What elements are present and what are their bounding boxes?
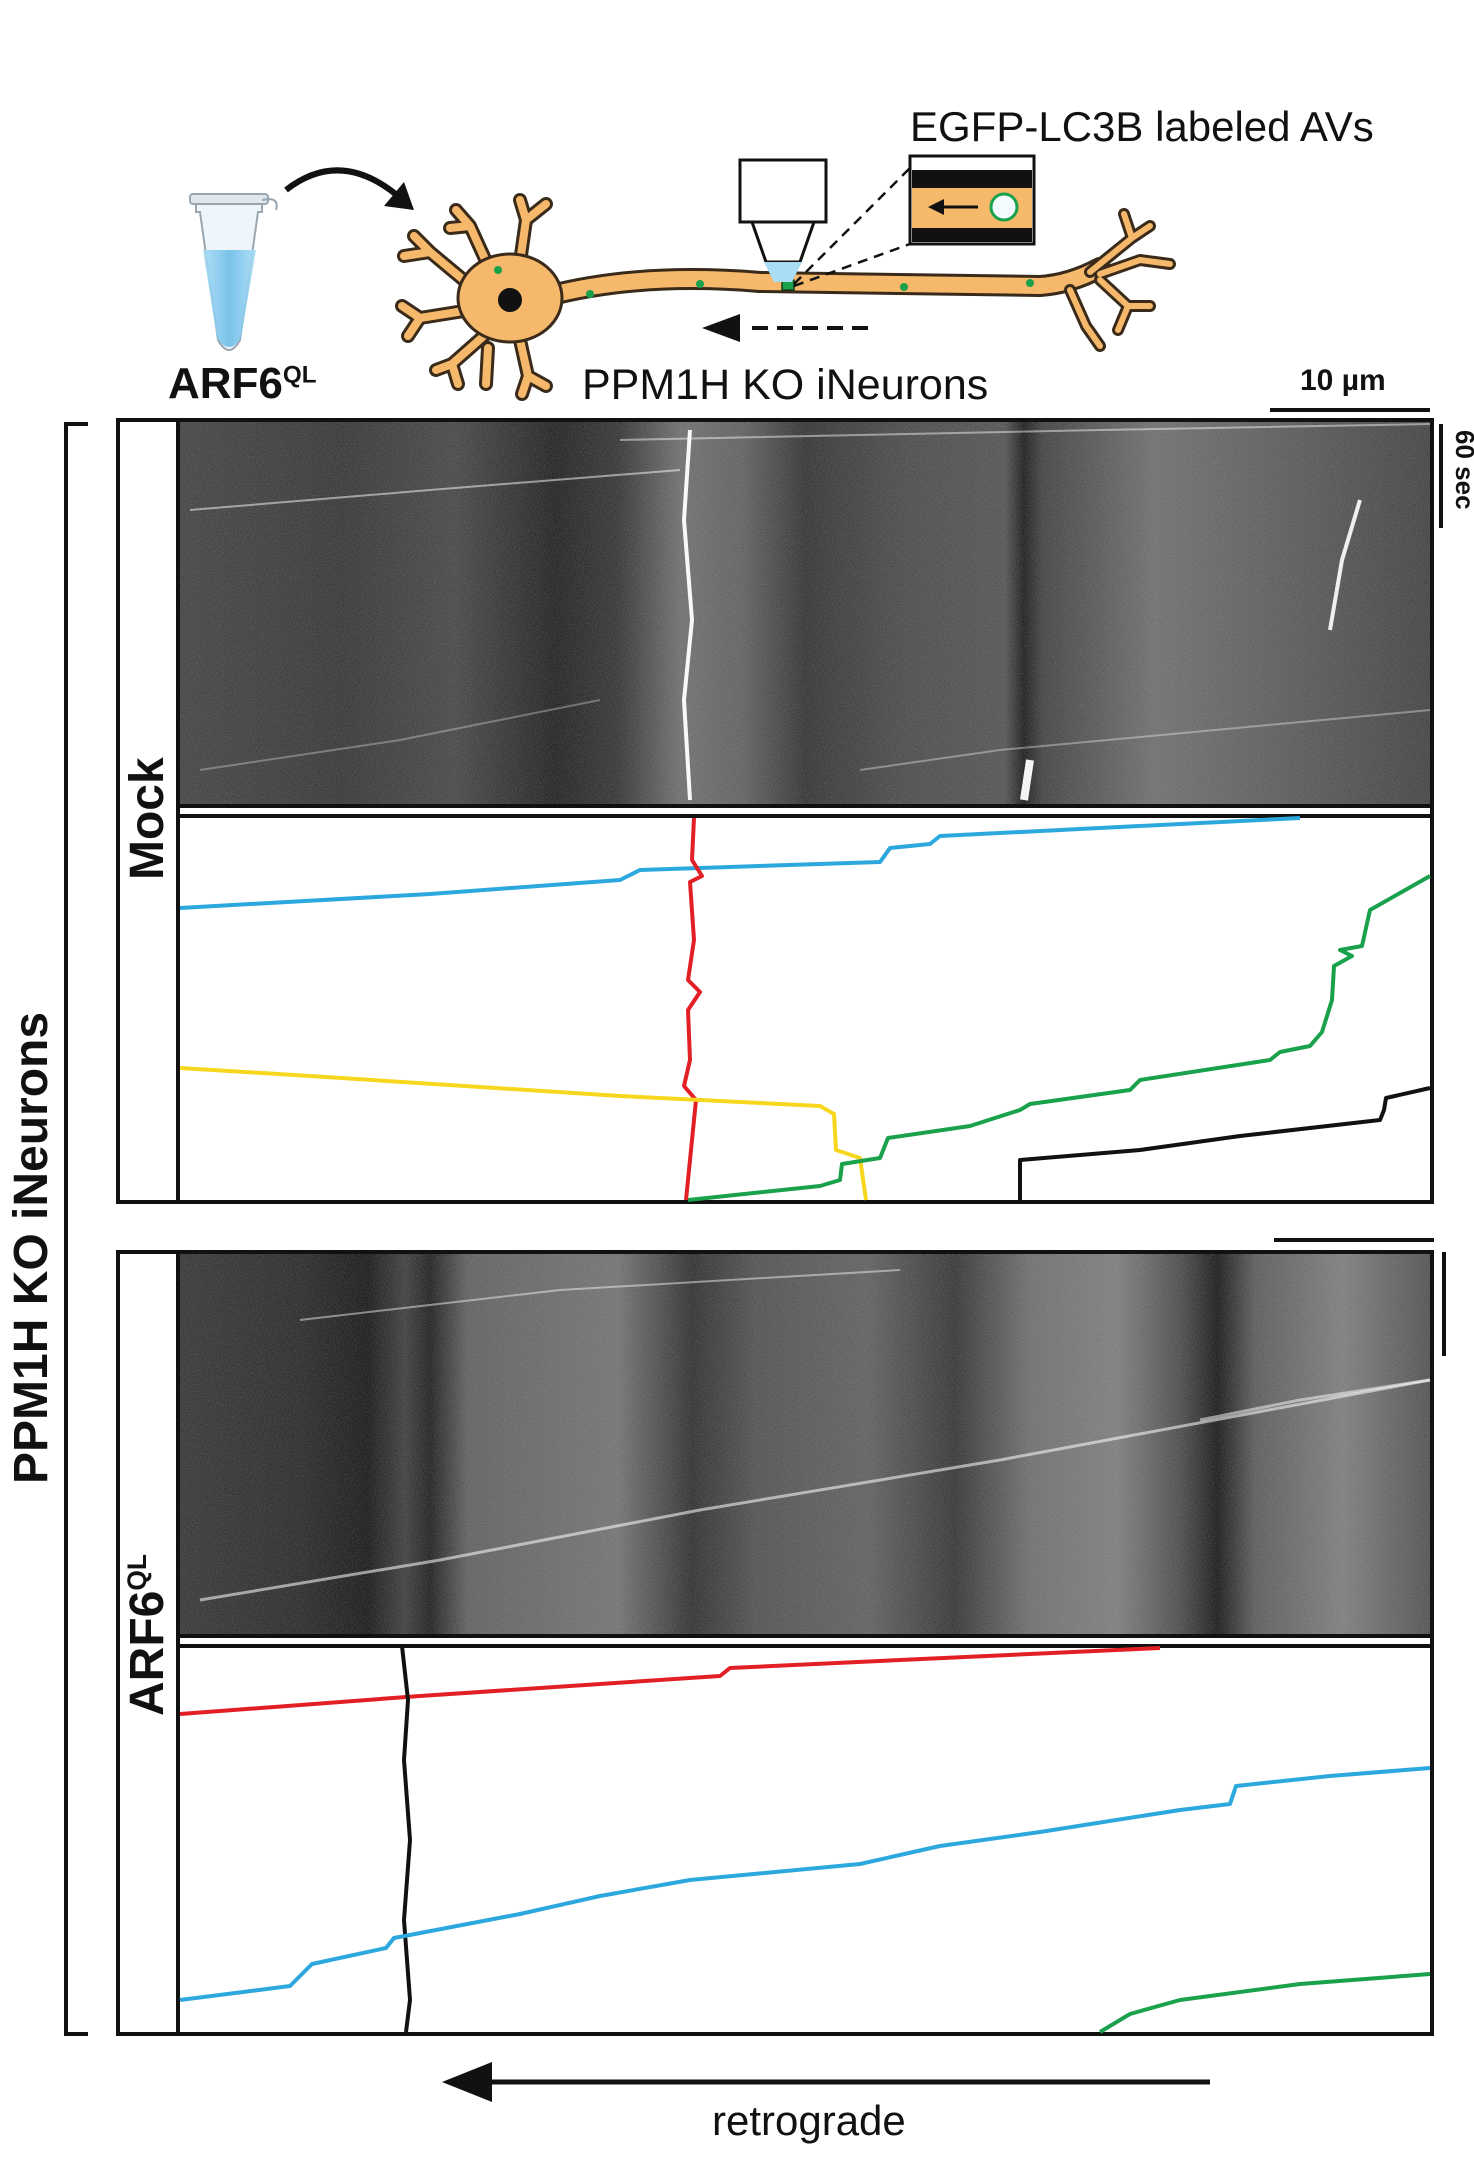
arf6ql-blue-track	[179, 1766, 1431, 2002]
curved-arrow-head-icon	[384, 182, 414, 210]
mock-streak	[189, 469, 681, 511]
microscope-objective-icon	[738, 158, 828, 282]
arf6ql-streak	[299, 1269, 901, 1321]
distance-scale-label: 10 µm	[1300, 364, 1386, 397]
neuron-label: PPM1H KO iNeurons	[582, 361, 989, 409]
av-label: EGFP-LC3B labeled AVs	[910, 103, 1374, 150]
kymograph-mock-streaks	[189, 423, 1431, 801]
kymograph-arf6ql-streaks	[199, 1269, 1431, 1602]
mock-red-track	[682, 817, 704, 1201]
mock-streak	[1328, 499, 1362, 631]
mock-streak	[859, 709, 1431, 771]
arf6ql-red-track	[179, 1646, 1161, 1716]
mock-yellow-track	[179, 1066, 868, 1201]
mock-streak	[619, 423, 1431, 441]
tube-icon	[189, 193, 278, 351]
mock-streak	[199, 699, 601, 771]
mock-blue-track	[179, 816, 1301, 910]
retrograde-arrow-icon	[442, 2062, 1210, 2102]
mock-streak	[681, 429, 695, 801]
arf6ql-streak	[199, 1378, 1431, 1602]
condition-label-mock: Mock	[121, 757, 174, 880]
arf6ql-streak	[1199, 1378, 1431, 1422]
construct-label: ARF6QL	[168, 359, 317, 408]
curved-arrow-icon	[284, 167, 400, 199]
mock-green-track	[687, 874, 1431, 1202]
time-scale-label: 60 sec	[1450, 430, 1474, 510]
trace-plot-arf6ql	[179, 1645, 1431, 2034]
side-label: PPM1H KO iNeurons	[5, 1011, 58, 1484]
panel-mock	[116, 418, 1434, 1204]
direction-label: retrograde	[712, 2097, 906, 2144]
panel-arf6ql	[116, 1250, 1434, 2036]
axon-zoom-inset	[908, 154, 1036, 246]
condition-label-arf6ql: ARF6QL	[121, 1554, 174, 1716]
outer-bracket	[64, 422, 88, 2036]
mock-streak	[1020, 759, 1034, 801]
arf6ql-green-track	[1098, 1972, 1431, 2034]
trace-plot-mock	[179, 816, 1431, 1202]
neuron-icon	[395, 193, 1176, 401]
arf6ql-black-track	[400, 1645, 412, 2033]
mock-black-track	[1018, 1086, 1431, 1200]
retrograde-dashed-arrow-icon	[702, 314, 868, 342]
zoom-guide-lines	[793, 167, 911, 288]
